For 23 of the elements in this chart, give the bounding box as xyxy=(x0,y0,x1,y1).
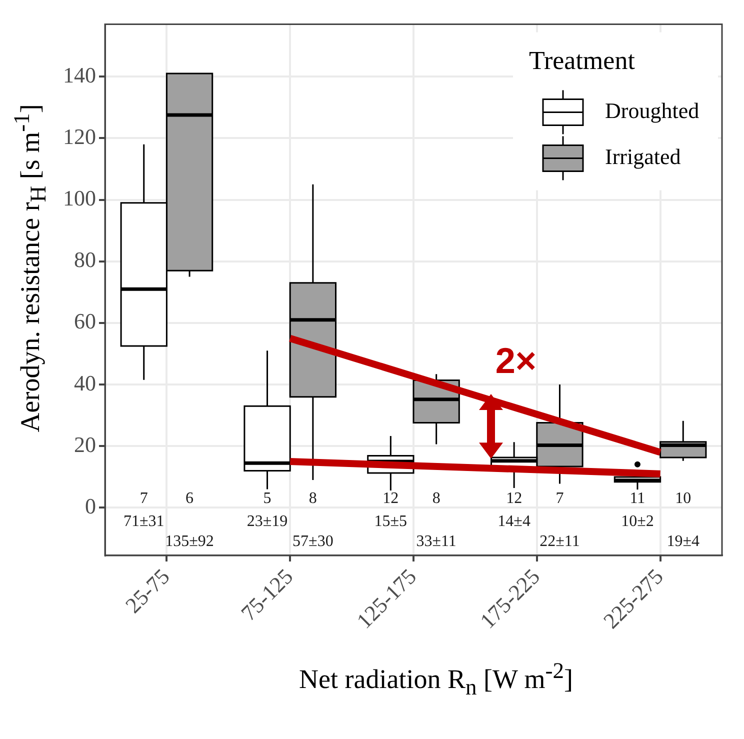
legend-label: Droughted xyxy=(605,98,700,123)
y-tick-label: 80 xyxy=(74,247,96,272)
text: 11 10±2 xyxy=(621,490,654,530)
y-tick-label: 120 xyxy=(63,124,96,149)
legend-label: Irrigated xyxy=(605,144,681,169)
annotation: 2× xyxy=(495,340,536,381)
text: 6 135±92 xyxy=(165,490,214,550)
text: 8 57±30 xyxy=(292,490,334,550)
text: 12 14±4 xyxy=(498,490,530,530)
text: 5 23±19 xyxy=(246,490,288,530)
text: 10 19±4 xyxy=(666,490,700,550)
x-axis-title: Net radiation R$_{n}$ [W m$^{-2}$] xyxy=(298,658,574,700)
text: 7 22±11 xyxy=(540,490,580,550)
text: 7 71±31 xyxy=(123,490,164,530)
y-tick-label: 20 xyxy=(74,432,96,457)
text: 8 33±11 xyxy=(416,490,456,550)
text: 12 15±5 xyxy=(374,490,408,530)
y-tick-label: 0 xyxy=(85,494,96,519)
y-tick-label: 60 xyxy=(74,308,96,334)
y-tick-label: 40 xyxy=(74,370,96,396)
legend-title: Treatment xyxy=(529,46,636,76)
y-tick-label: 140 xyxy=(63,62,96,88)
y-tick-label: 100 xyxy=(63,186,96,211)
